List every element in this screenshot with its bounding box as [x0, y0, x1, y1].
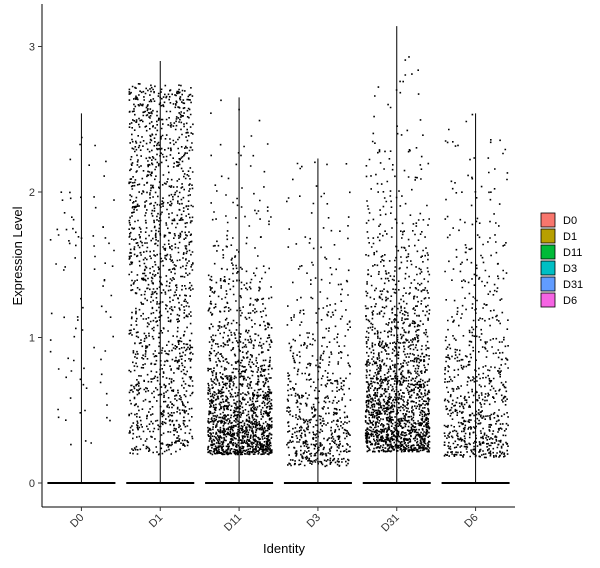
legend-label: D11	[563, 247, 582, 259]
y-tick-label: 1	[29, 333, 35, 345]
legend: D0 D1 D11 D3 D31 D6	[540, 212, 583, 308]
legend-swatch	[540, 260, 556, 276]
jitter-points	[207, 99, 273, 456]
legend-label: D0	[563, 215, 577, 227]
legend-item-D11: D11	[540, 244, 582, 260]
y-tick-label: 3	[29, 42, 35, 54]
group-D6	[441, 113, 510, 484]
group-D31	[362, 26, 431, 484]
legend-item-D3: D3	[540, 260, 577, 276]
legend-item-D6: D6	[540, 292, 577, 308]
group-D1	[126, 61, 195, 484]
x-axis-title: Identity	[263, 541, 305, 556]
x-tick-label: D0	[68, 512, 86, 530]
jitter-points	[364, 56, 431, 453]
legend-swatch	[540, 276, 556, 292]
legend-label: D1	[563, 231, 577, 243]
legend-label: D6	[563, 295, 577, 307]
x-tick-label: D11	[222, 512, 244, 534]
y-axis-title: Expression Level	[10, 206, 25, 305]
x-tick-label: D1	[147, 512, 165, 530]
x-axis-ticks: D0 D1 D11 D3 D31 D6	[68, 507, 481, 534]
legend-item-D0: D0	[540, 212, 577, 228]
group-D3	[283, 158, 352, 484]
jitter-points	[443, 113, 509, 459]
x-tick-label: D31	[379, 512, 402, 535]
legend-swatch	[540, 228, 556, 244]
legend-item-D1: D1	[540, 228, 577, 244]
x-tick-label: D3	[305, 512, 323, 530]
group-D0	[47, 113, 116, 484]
x-tick-label: D6	[462, 512, 480, 530]
legend-item-D31: D31	[540, 276, 583, 292]
y-tick-label: 2	[29, 187, 35, 199]
legend-label: D3	[563, 263, 577, 275]
jitter-points	[286, 161, 352, 468]
group-D11	[205, 97, 274, 484]
legend-swatch	[540, 212, 556, 228]
legend-swatch	[540, 244, 556, 260]
jitter-points	[49, 136, 115, 446]
legend-label: D31	[563, 279, 583, 291]
jitter-points	[128, 83, 194, 456]
plot-area	[47, 26, 510, 484]
y-axis-ticks: 0 1 2 3	[29, 42, 42, 490]
y-tick-label: 0	[29, 478, 35, 490]
legend-swatch	[540, 292, 556, 308]
